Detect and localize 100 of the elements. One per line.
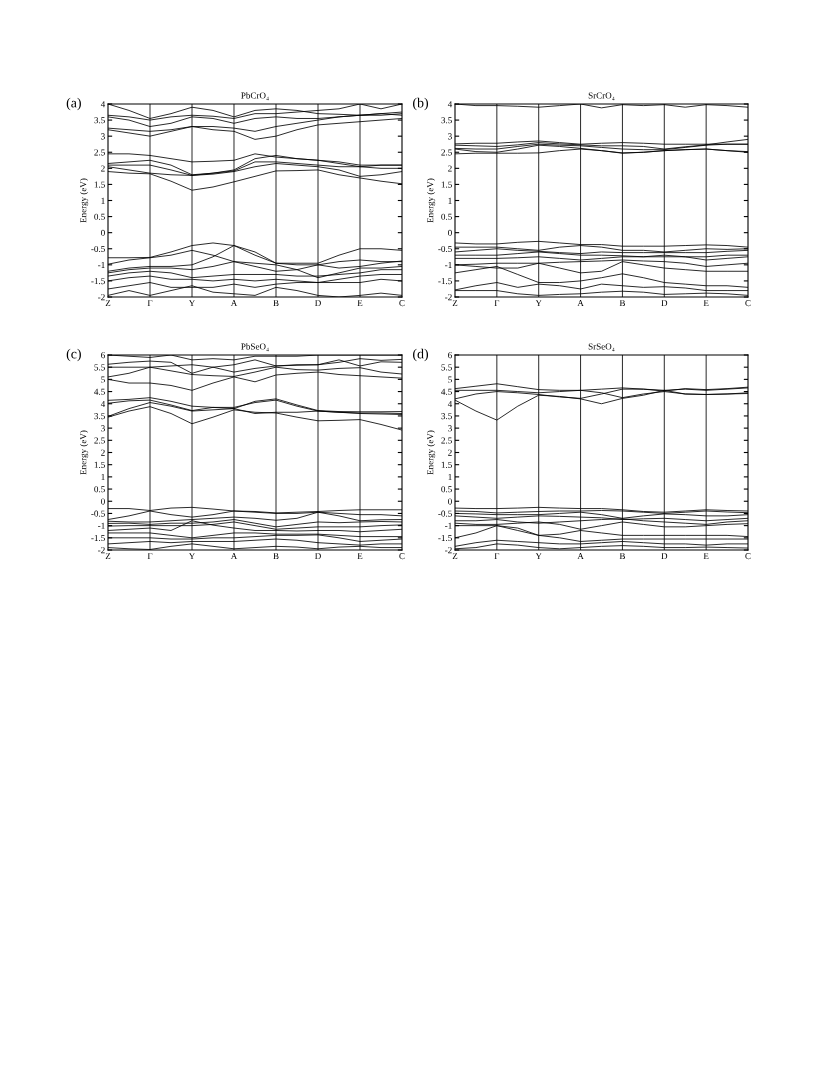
y-tick-label: 2.5: [94, 437, 105, 444]
y-tick-label: 1.5: [441, 461, 452, 468]
chart-title: SrCrO₄: [588, 92, 615, 101]
y-tick-label: -1.5: [91, 534, 105, 542]
y-tick-label: 4: [447, 101, 453, 108]
y-tick-label: 3: [101, 133, 105, 140]
x-tick-label: Γ: [147, 300, 153, 307]
y-tick-label: 4: [100, 400, 106, 407]
y-tick-label: 6: [101, 352, 105, 359]
chart-title: PbCrO₄: [241, 92, 269, 101]
y-axis-title: Energy (eV): [79, 178, 89, 223]
y-tick-label: 0: [448, 498, 452, 505]
y-tick-label: 5: [448, 376, 452, 383]
chart-title: PbSeO₄: [241, 343, 269, 352]
y-tick-label: 4.5: [94, 388, 105, 395]
x-tick-label: Γ: [494, 553, 500, 560]
y-tick-label: 2.5: [441, 149, 452, 156]
y-tick-label: -0.5: [91, 245, 105, 253]
y-tick-label: 3.5: [94, 117, 105, 124]
x-tick-label: C: [399, 553, 405, 560]
x-tick-label: B: [619, 553, 625, 560]
y-tick-label: 2: [448, 449, 452, 456]
y-tick-label: 2: [448, 165, 452, 172]
x-tick-label: Y: [188, 300, 196, 307]
x-tick-label: Y: [188, 553, 196, 560]
x-tick-label: A: [577, 553, 584, 560]
x-tick-label: C: [399, 300, 405, 307]
y-tick-label: 4: [100, 101, 106, 108]
x-tick-label: Z: [452, 553, 458, 560]
x-tick-label: Z: [452, 300, 458, 307]
x-tick-label: Y: [535, 553, 542, 560]
y-tick-label: 3.5: [94, 413, 105, 420]
y-tick-label: 0.5: [94, 213, 105, 220]
y-tick-label: -2: [445, 294, 452, 301]
y-tick-label: 2: [101, 449, 105, 456]
y-tick-label: 2.5: [441, 437, 452, 444]
y-tick-label: -1: [445, 522, 452, 529]
x-tick-label: C: [745, 553, 751, 560]
y-tick-label: 1.5: [94, 461, 105, 468]
y-tick-label: 0: [101, 229, 105, 236]
y-tick-label: 5.5: [441, 364, 452, 371]
y-tick-label: -1: [98, 262, 105, 268]
y-tick-label: 2.5: [94, 149, 105, 156]
x-tick-label: A: [230, 553, 238, 560]
y-tick-label: 0.5: [441, 213, 452, 220]
y-tick-label: -0.5: [438, 245, 452, 253]
y-tick-label: -1.5: [438, 534, 452, 542]
y-tick-label: 4: [447, 400, 453, 407]
y-tick-label: -1.5: [438, 278, 452, 285]
x-tick-label: D: [661, 300, 668, 307]
x-tick-label: D: [315, 553, 321, 560]
x-tick-label: A: [577, 300, 584, 307]
x-tick-label: Z: [105, 553, 111, 560]
x-tick-label: Γ: [494, 300, 500, 307]
y-tick-label: 1: [101, 197, 105, 204]
x-tick-label: Z: [105, 300, 111, 307]
chart-title: SrSeO₄: [588, 343, 615, 352]
y-tick-label: 0.5: [94, 486, 105, 493]
y-tick-label: -2: [98, 294, 105, 301]
y-tick-label: 3: [101, 425, 105, 432]
y-tick-label: 0.5: [441, 486, 452, 493]
x-tick-label: E: [703, 300, 709, 307]
y-tick-label: 1.5: [441, 181, 452, 188]
x-tick-label: E: [357, 300, 363, 307]
x-tick-label: B: [273, 300, 279, 307]
y-tick-label: -2: [98, 547, 105, 554]
x-tick-label: D: [315, 300, 321, 307]
x-tick-label: B: [619, 300, 625, 307]
y-tick-label: 2: [101, 165, 105, 172]
text: (a): [66, 97, 81, 111]
x-tick-label: C: [745, 300, 751, 307]
y-tick-label: 3: [448, 133, 452, 140]
y-tick-label: 5: [101, 376, 105, 383]
x-tick-label: E: [703, 553, 709, 560]
y-tick-label: 1: [448, 474, 452, 481]
text: (c): [66, 348, 81, 362]
y-tick-label: -1.5: [91, 278, 105, 285]
y-tick-label: -1: [98, 522, 105, 529]
y-tick-label: 6: [448, 352, 452, 359]
y-tick-label: 0: [448, 229, 452, 236]
y-tick-label: -2: [445, 547, 452, 554]
x-tick-label: Y: [535, 300, 542, 307]
y-axis-title: Energy (eV): [79, 430, 89, 475]
y-axis-title: Energy (eV): [426, 430, 436, 475]
x-tick-label: B: [273, 553, 279, 560]
y-tick-label: 0: [101, 498, 105, 505]
y-tick-label: 3: [448, 425, 452, 432]
y-tick-label: -0.5: [438, 510, 452, 517]
x-tick-label: A: [230, 300, 238, 307]
y-tick-label: 3.5: [441, 117, 452, 124]
text: (d): [413, 348, 429, 362]
x-tick-label: E: [357, 553, 363, 560]
y-tick-label: 4.5: [441, 388, 452, 395]
x-tick-label: D: [661, 553, 668, 560]
x-tick-label: Γ: [147, 553, 153, 560]
y-tick-label: 5.5: [94, 364, 105, 371]
y-tick-label: 1: [101, 474, 105, 481]
y-tick-label: -0.5: [91, 510, 105, 517]
y-tick-label: -1: [445, 262, 452, 268]
y-axis-title: Energy (eV): [426, 178, 436, 223]
